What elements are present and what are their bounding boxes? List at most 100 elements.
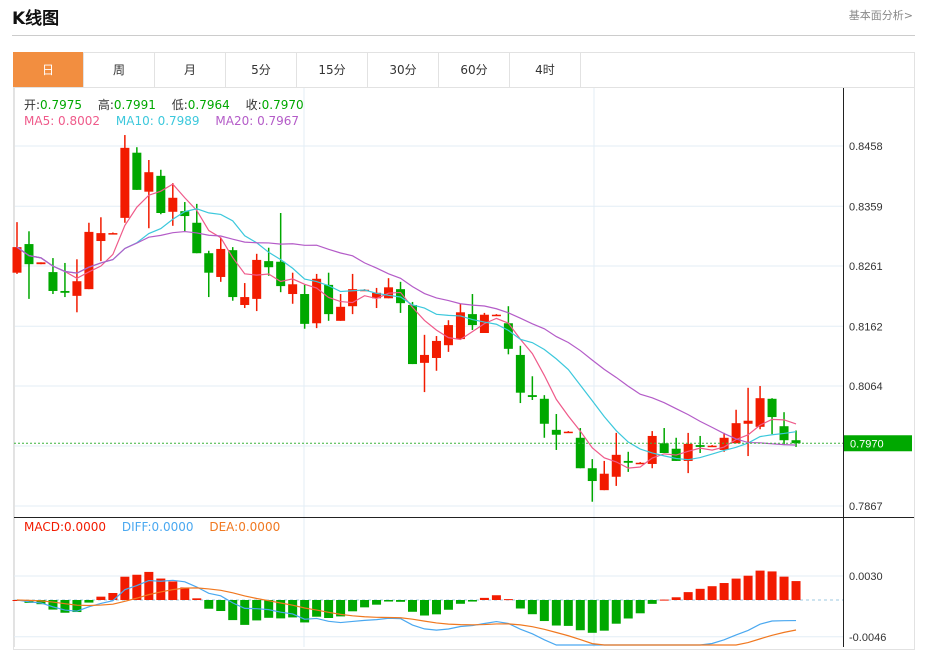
macd-bar [767,571,777,600]
candle-body [300,294,310,324]
macd-bar [312,600,322,617]
candle-body [551,429,561,435]
candle-body [324,284,334,315]
macd-bar [48,600,58,610]
candle-body [503,323,513,349]
macd-bar [635,600,645,614]
macd-bar [695,588,705,600]
period-tabs: 日周月 5分 15分 30分 60分 4时 [13,52,914,88]
price-tick-label: 0.8261 [849,261,883,273]
candle-body [12,247,22,273]
candle-body [443,325,453,346]
candle [252,253,262,312]
macd-bar [120,576,130,600]
macd-bar [779,576,789,600]
candle-body [84,231,94,290]
tab-4[interactable]: 15分 [297,52,368,87]
macd-bar [384,600,394,602]
candle [300,284,310,329]
macd-bar [707,586,717,600]
candle-body [791,440,801,444]
candle [611,432,621,486]
price-tick-label: 0.8458 [849,141,883,153]
macd-bar [240,600,250,625]
candle-body [563,431,573,434]
candle [779,412,789,446]
candle-body [24,244,34,265]
price-tick-label: 0.8162 [849,321,883,333]
candle [443,320,453,352]
candle-body [108,233,118,235]
candle [755,386,765,430]
tab-5[interactable]: 30分 [368,52,439,87]
candle [599,460,609,491]
candle [431,336,441,371]
macd-bar [467,600,477,602]
macd-bar [336,600,346,617]
tab-2[interactable]: 月 [155,52,226,87]
candle [204,250,214,298]
fundamental-analysis-link[interactable]: 基本面分析> [848,9,913,22]
candle-body [695,445,705,447]
ma5-legend: MA5: 0.8002 [24,114,101,128]
candle-body [96,233,106,242]
candle [719,432,729,452]
candle-body [156,175,166,214]
macd-bar [396,600,406,602]
macd-bar [132,574,142,600]
candle [348,273,358,315]
ma5-line [16,183,797,469]
macd-bar [791,581,801,600]
tab-0[interactable]: 日 [13,52,84,87]
candle-body [204,253,214,273]
current-price-badge [844,435,912,452]
macd-bar [72,600,82,613]
candle-body [707,445,717,448]
candle [539,395,549,438]
macd-bar [408,600,418,612]
candle-body [408,304,418,365]
macd-bar [252,600,262,621]
candle-body [144,172,154,192]
candle [491,314,501,317]
macd-tick-label: 0.0030 [849,571,883,583]
candle [515,345,525,404]
macd-tick-label: -0.0046 [849,632,886,644]
candle-body [431,340,441,358]
ma10-line [16,208,797,461]
candle [587,459,597,502]
candle [647,431,657,469]
macd-bar [587,600,597,633]
macd-bar [216,600,226,612]
dea-legend-value: DEA:0.0000 [209,520,281,534]
candle-body [611,454,621,477]
price-tick-label: 0.8359 [849,201,883,213]
macd-bar [419,600,429,616]
macd-bar [60,600,70,613]
candle [467,294,477,330]
tab-1[interactable]: 周 [84,52,155,87]
macd-bar [479,597,489,600]
macd-bar [575,600,585,631]
candle-body [132,152,142,190]
tab-7[interactable]: 4时 [510,52,581,87]
candle [707,445,717,448]
macd-bar [348,600,358,612]
candle-body [192,222,202,254]
candle [551,414,561,450]
macd-bar [372,600,382,605]
candle-body [647,435,657,464]
macd-bar [563,600,573,626]
candle-body [72,281,82,296]
macd-bar [144,571,154,600]
candle-body [168,197,178,212]
candle [96,217,106,262]
tab-3[interactable]: 5分 [226,52,297,87]
tab-6[interactable]: 60分 [439,52,510,87]
candle-body [48,272,58,291]
candle-body [539,398,549,424]
candle-body [228,250,238,298]
candle [192,203,202,254]
macd-bar [743,575,753,600]
macd-bar [683,592,693,600]
